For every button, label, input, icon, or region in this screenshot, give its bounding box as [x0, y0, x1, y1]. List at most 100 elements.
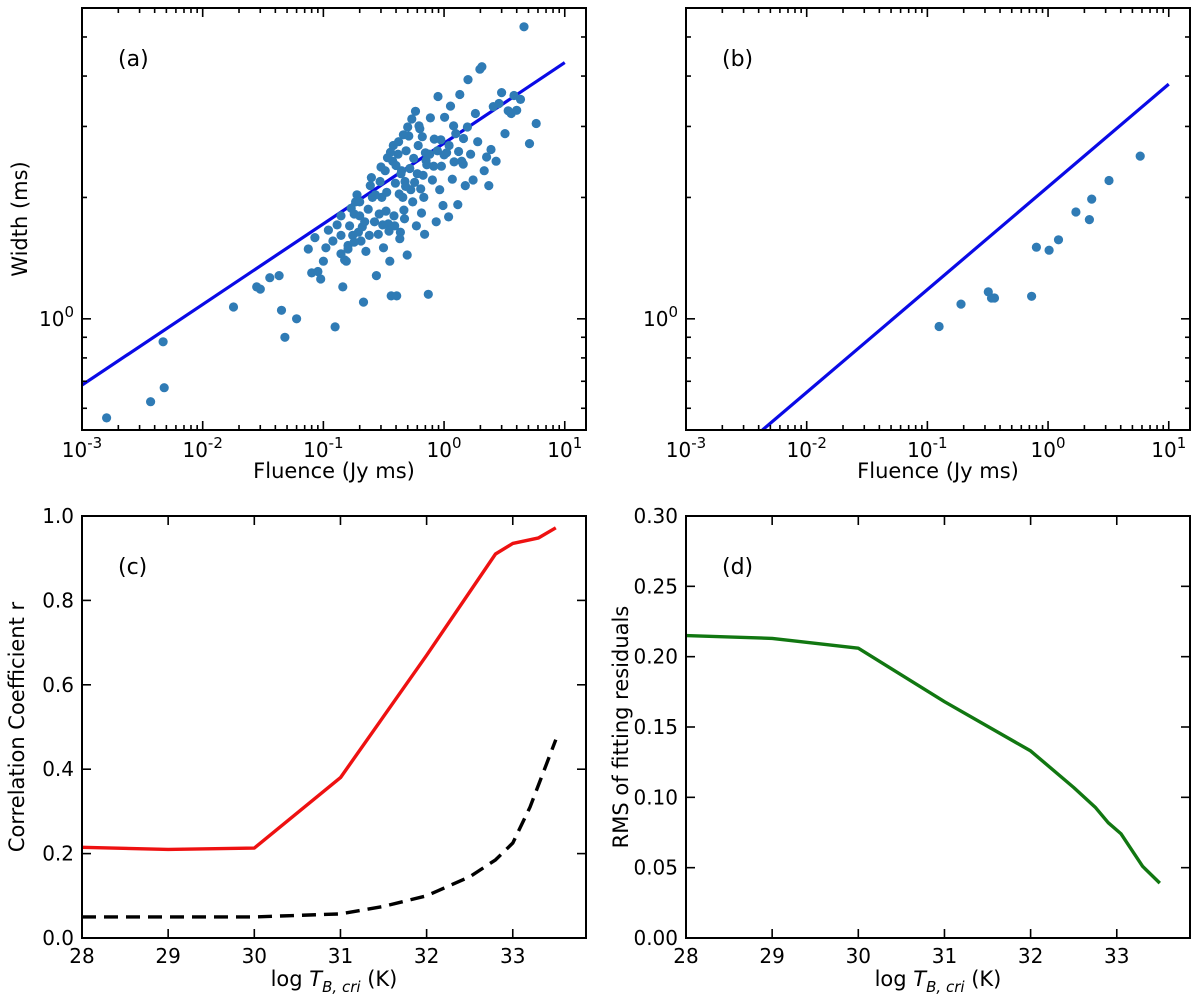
data-point	[412, 169, 422, 179]
data-point	[318, 256, 328, 266]
x-tick-label: 29	[155, 944, 180, 968]
data-point	[449, 157, 459, 167]
data-point	[159, 383, 169, 393]
plot-area-c	[82, 526, 558, 919]
plot-area-a	[82, 22, 566, 423]
data-point	[401, 181, 411, 191]
data-point	[228, 302, 239, 312]
data-point	[365, 181, 375, 191]
data-point	[433, 91, 443, 102]
data-point	[524, 139, 535, 149]
panel-a: 10-3 10-2 10-1 100 101 100 (a) Fluence (Jy ms) W…	[8, 7, 587, 483]
data-point	[413, 140, 423, 151]
data-point	[399, 205, 409, 215]
ticks	[81, 8, 586, 430]
data-point	[1044, 245, 1054, 255]
x-axis-label: Fluence (Jy ms)	[253, 459, 415, 483]
data-point	[355, 197, 365, 207]
data-point	[427, 175, 437, 185]
data-point	[435, 185, 445, 195]
data-point	[332, 220, 342, 230]
data-point	[321, 243, 331, 253]
data-point	[419, 192, 429, 202]
data-point	[396, 169, 406, 179]
data-point	[429, 161, 439, 171]
data-point	[313, 266, 323, 277]
data-point	[373, 229, 383, 239]
data-point	[470, 108, 480, 119]
plot-area-d	[686, 633, 1161, 885]
data-point	[366, 173, 376, 183]
y-tick-label: 0.4	[42, 757, 74, 781]
data-point	[439, 150, 449, 160]
x-tick-label: 30	[846, 944, 871, 968]
x-tick-label: 29	[759, 944, 784, 968]
data-point	[425, 149, 435, 159]
data-point	[402, 250, 412, 260]
data-point	[371, 271, 381, 281]
data-point	[336, 211, 346, 221]
panel-c: 28 29 30 31 32 33 0.0 0.2 0.4 0.6 0.8 1.0 (c) log TB,…	[5, 504, 587, 996]
data-point	[385, 256, 395, 266]
data-point	[1027, 291, 1037, 301]
data-point	[376, 162, 386, 172]
x-axis-label: Fluence (Jy ms)	[857, 459, 1019, 483]
data-point	[292, 314, 302, 324]
data-point	[438, 200, 448, 211]
x-tick-label: 32	[414, 944, 439, 968]
data-point	[398, 130, 408, 140]
data-point	[328, 236, 338, 246]
data-point	[423, 289, 433, 299]
data-point	[422, 160, 432, 170]
data-point	[265, 273, 275, 283]
fit-line	[761, 82, 1170, 430]
data-point	[447, 174, 457, 184]
y-tick-label: 0.15	[633, 715, 678, 739]
x-tick-label: 100	[427, 434, 462, 462]
data-point	[280, 332, 290, 342]
data-point	[417, 132, 427, 142]
panel-b: 10-3 10-2 10-1 100 101 100 (b) Fluence (Jy ms)	[643, 7, 1191, 483]
data-point	[497, 88, 507, 98]
ticks	[685, 515, 1190, 939]
data-point	[484, 181, 494, 191]
data-point	[394, 137, 404, 147]
x-tick-label: 101	[1151, 434, 1186, 462]
ticks	[685, 8, 1190, 430]
series-line-rms	[686, 633, 1161, 885]
x-tick-label: 31	[328, 944, 353, 968]
data-point	[361, 246, 371, 256]
data-point	[375, 176, 385, 187]
data-point	[453, 200, 463, 210]
data-point	[393, 149, 403, 159]
x-tick-label: 33	[1104, 944, 1129, 968]
y-tick-label: 0.00	[633, 926, 678, 950]
data-point	[303, 244, 313, 254]
data-point	[310, 233, 320, 243]
data-point	[343, 244, 353, 254]
x-tick-label: 28	[673, 944, 698, 968]
data-point	[338, 282, 348, 292]
data-point	[345, 221, 355, 231]
x-tick-label: 31	[932, 944, 957, 968]
plot-area-b	[761, 82, 1170, 430]
data-point	[276, 305, 287, 315]
y-tick-label: 100	[39, 303, 74, 331]
data-point	[989, 293, 1000, 303]
data-point	[500, 129, 510, 139]
data-point	[414, 121, 424, 131]
panel-label: (d)	[722, 555, 753, 580]
data-point	[436, 161, 446, 171]
y-tick-label: 0.10	[633, 785, 678, 809]
data-point	[274, 271, 284, 281]
y-tick-label: 0.8	[42, 588, 74, 612]
data-point	[381, 206, 391, 216]
data-point	[146, 397, 156, 407]
x-tick-label: 10-3	[62, 434, 102, 462]
ticks	[81, 515, 586, 939]
data-point	[482, 152, 492, 162]
data-point	[449, 121, 459, 131]
data-point	[399, 214, 410, 224]
panel-label: (b)	[722, 47, 753, 72]
data-point	[934, 321, 944, 332]
